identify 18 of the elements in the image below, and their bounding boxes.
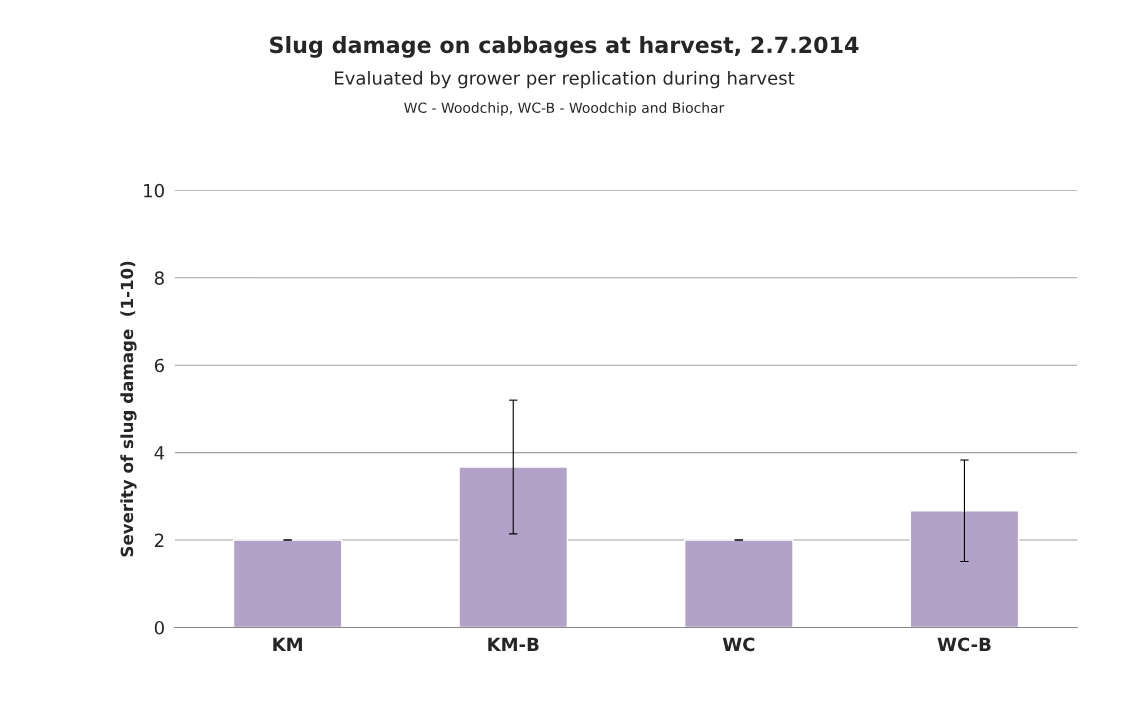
x-tick-label: WC (722, 637, 755, 652)
chart-subtitle: Evaluated by grower per replication during harvest (335, 70, 795, 89)
y-axis-title: Severity of slug damage (1-10) (120, 261, 137, 557)
x-tick-label: KM (273, 637, 302, 651)
bar (458, 466, 569, 628)
x-tick-label: KM-B (488, 637, 539, 651)
bar (684, 539, 794, 628)
y-tick-label: 6 (154, 358, 164, 373)
x-tick-label: WC-B (937, 637, 991, 652)
y-tick-label: 0 (154, 620, 164, 635)
chart-title: Slug damage on cabbages at harvest, 2.7.2014 (270, 35, 859, 58)
bar (232, 539, 343, 628)
y-tick-label: 8 (154, 271, 164, 285)
y-tick-label: 4 (154, 446, 165, 460)
y-tick-label: 10 (144, 183, 164, 198)
text: WC - Woodchip, WC-B - Woodchip and Biochar (404, 102, 725, 116)
bar (909, 510, 1020, 628)
y-tick-label: 2 (154, 533, 164, 547)
